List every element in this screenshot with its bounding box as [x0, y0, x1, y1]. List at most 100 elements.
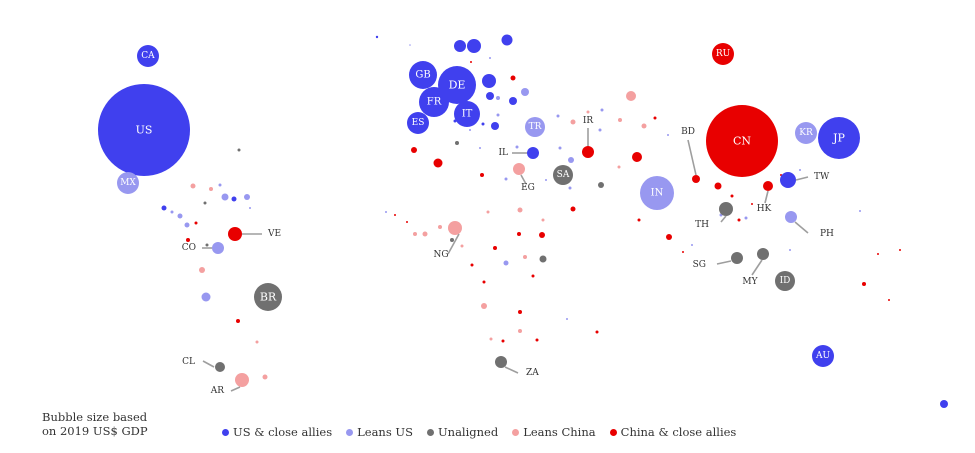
country-bubble: [598, 128, 602, 132]
legend-item-unaligned: Unaligned: [426, 425, 498, 439]
country-bubble: [859, 210, 861, 212]
country-bubble: [493, 246, 497, 250]
leader-line-cl: [202, 360, 215, 368]
country-bubble: [454, 40, 466, 52]
country-bubble: [255, 340, 259, 344]
country-bubble: [541, 218, 545, 222]
country-bubble: [486, 92, 494, 100]
bubble-label-tr: TR: [529, 122, 542, 132]
callout-label-tw: TW: [814, 172, 830, 182]
legend-item-leans-us: Leans US: [346, 425, 413, 439]
country-bubble: [190, 183, 196, 189]
leader-line-eg: [520, 174, 527, 185]
country-bubble-us: [98, 84, 190, 176]
country-bubble: [199, 267, 205, 273]
country-bubble: [789, 249, 791, 251]
country-bubble: [394, 214, 396, 216]
country-bubble: [482, 74, 496, 88]
country-bubble: [518, 329, 522, 333]
legend-label: China & close allies: [620, 425, 737, 439]
country-bubble: [595, 330, 599, 334]
country-bubble: [691, 244, 693, 246]
country-bubble-de: [438, 66, 476, 104]
country-bubble: [730, 194, 734, 198]
country-bubble-my: [757, 248, 769, 260]
country-bubble: [470, 61, 472, 63]
country-bubble: [413, 232, 417, 236]
leader-line-sg: [716, 260, 732, 265]
country-bubble: [236, 319, 240, 323]
country-bubble: [586, 110, 590, 114]
country-bubble: [491, 122, 499, 130]
country-bubble-cl: [215, 362, 225, 372]
note-line-2: on 2019 US$ GDP: [42, 424, 148, 438]
leader-line-my: [751, 259, 763, 276]
callout-label-hk: HK: [757, 204, 772, 214]
country-bubble: [737, 218, 741, 222]
country-bubble: [535, 338, 539, 342]
leader-line-th: [720, 215, 727, 223]
country-bubble-cn: [706, 105, 778, 177]
country-bubble-sa: [553, 165, 573, 185]
country-bubble: [205, 243, 209, 247]
country-bubble-kr: [795, 122, 817, 144]
bubble-layer: [98, 34, 948, 408]
country-bubble-co: [212, 242, 224, 254]
country-bubble-th: [719, 202, 733, 216]
country-bubble: [509, 97, 517, 105]
bubble-label-jp: JP: [832, 132, 845, 145]
country-bubble: [515, 145, 519, 149]
legend: US & close allies Leans US Unaligned Lea…: [222, 425, 736, 439]
country-bubble: [501, 34, 513, 46]
country-bubble: [450, 238, 454, 242]
country-bubble-ir: [582, 146, 594, 158]
callout-label-th: TH: [695, 220, 709, 230]
country-bubble: [566, 318, 568, 320]
country-bubble: [482, 280, 486, 284]
country-bubble: [244, 194, 250, 200]
country-bubble: [489, 57, 491, 59]
country-bubble: [375, 35, 379, 39]
country-bubble: [940, 400, 948, 408]
country-bubble-au: [812, 345, 834, 367]
country-bubble-ca: [137, 45, 159, 67]
country-bubble: [714, 182, 722, 190]
country-bubble: [203, 201, 207, 205]
country-bubble: [422, 231, 428, 237]
callout-label-sg: SG: [693, 260, 706, 270]
country-bubble-fr: [419, 87, 449, 117]
country-bubble-ar: [235, 373, 249, 387]
country-bubble: [598, 182, 604, 188]
bubble-label-br: BR: [260, 291, 277, 304]
country-bubble: [521, 88, 529, 96]
bubble-label-mx: MX: [120, 178, 136, 188]
country-bubble: [496, 113, 500, 117]
country-bubble: [600, 108, 604, 112]
bubble-size-note: Bubble size based on 2019 US$ GDP: [42, 410, 148, 438]
legend-dot-unaligned: [426, 428, 434, 436]
leader-line-ng: [447, 233, 460, 255]
country-bubble: [626, 91, 636, 101]
country-bubble: [249, 207, 251, 209]
country-bubble: [201, 292, 211, 302]
country-bubble: [632, 152, 642, 162]
country-bubble: [470, 263, 474, 267]
callout-label-cl: CL: [182, 357, 195, 367]
country-bubble-za: [495, 356, 507, 368]
country-bubble-il: [527, 147, 539, 159]
country-bubble-ph: [785, 211, 797, 223]
bubble-label-us: US: [136, 124, 153, 137]
country-bubble-hk: [763, 181, 773, 191]
legend-item-leans-china: Leans China: [512, 425, 596, 439]
bubble-label-de: DE: [449, 79, 466, 92]
country-bubble: [539, 232, 545, 238]
callout-label-za: ZA: [526, 368, 539, 378]
country-bubble: [570, 119, 576, 125]
country-bubble-br: [254, 283, 282, 311]
callout-label-eg: EG: [521, 183, 535, 193]
country-bubble: [504, 177, 508, 181]
country-bubble-in: [640, 176, 674, 210]
callout-label-il: IL: [498, 148, 508, 158]
legend-dot-china-allies: [609, 428, 617, 436]
country-bubble-tr: [525, 117, 545, 137]
